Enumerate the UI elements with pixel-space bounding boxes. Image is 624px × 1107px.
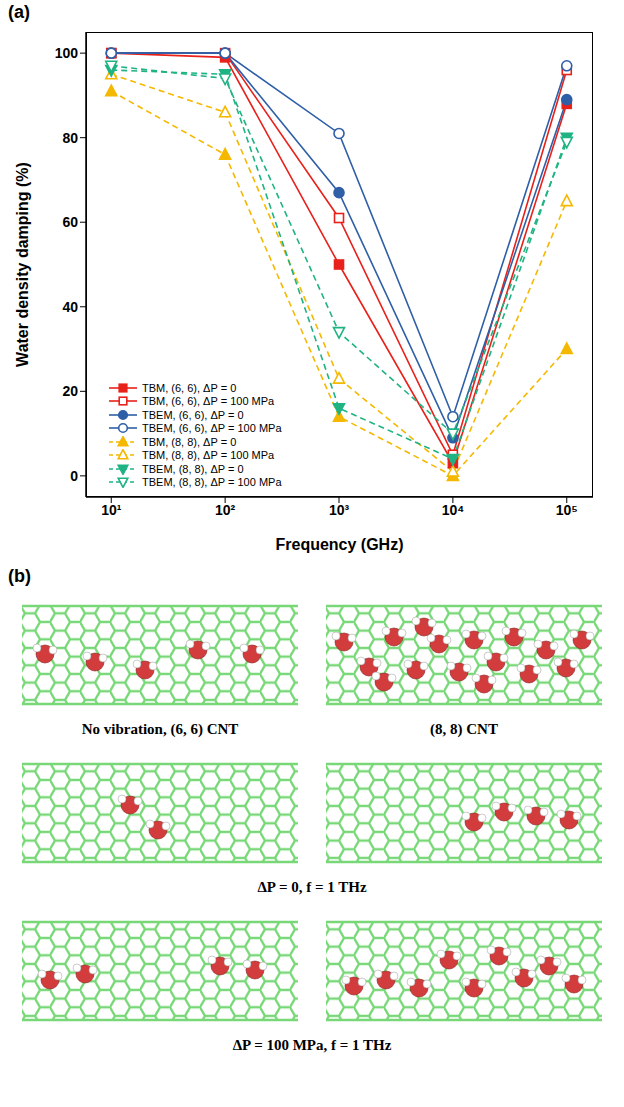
html-text:TBM, (8, 8), ΔP = 0: TBM, (8, 8), ΔP = 0 — [142, 435, 237, 448]
svg-text:0: 0 — [70, 468, 78, 484]
svg-text:Water density damping (%): Water density damping (%) — [14, 162, 31, 367]
svg-text:100: 100 — [55, 45, 79, 61]
html-text:TBEM, (8, 8), ΔP = 100 MPa: TBEM, (8, 8), ΔP = 100 MPa — [142, 476, 282, 489]
html-text:(8, 8) CNT: (8, 8) CNT — [430, 721, 498, 737]
html-text:ΔP = 0, f = 1 THz: ΔP = 0, f = 1 THz — [257, 879, 367, 895]
html-text:TBM, (6, 6), ΔP = 0: TBM, (6, 6), ΔP = 0 — [142, 381, 237, 394]
html-text:No vibration, (6, 6) CNT: No vibration, (6, 6) CNT — [81, 721, 239, 737]
svg-text:Frequency (GHz): Frequency (GHz) — [275, 536, 403, 553]
svg-text:60: 60 — [62, 214, 78, 230]
html-text:TBEM, (6, 6), ΔP = 0: TBEM, (6, 6), ΔP = 0 — [142, 408, 244, 421]
html-text:TBM, (6, 6), ΔP = 100 MPa: TBM, (6, 6), ΔP = 100 MPa — [142, 395, 275, 408]
svg-text:40: 40 — [62, 299, 78, 315]
html-text:TBEM, (6, 6), ΔP = 100 MPa: TBEM, (6, 6), ΔP = 100 MPa — [142, 422, 282, 435]
svg-text:10¹: 10¹ — [101, 502, 122, 518]
svg-text:10⁴: 10⁴ — [442, 502, 465, 518]
svg-text:10⁵: 10⁵ — [556, 502, 578, 518]
html-text:TBM, (8, 8), ΔP = 100 MPa: TBM, (8, 8), ΔP = 100 MPa — [142, 449, 275, 462]
html-text:ΔP = 100 MPa, f = 1 THz: ΔP = 100 MPa, f = 1 THz — [232, 1037, 392, 1053]
html-text:(a): (a) — [8, 2, 30, 22]
svg-text:20: 20 — [62, 383, 78, 399]
html-text:(b): (b) — [8, 566, 31, 586]
svg-text:10³: 10³ — [329, 502, 350, 518]
html-text:TBEM, (8, 8), ΔP = 0: TBEM, (8, 8), ΔP = 0 — [142, 462, 244, 475]
svg-text:80: 80 — [62, 130, 78, 146]
svg-text:10²: 10² — [215, 502, 236, 518]
